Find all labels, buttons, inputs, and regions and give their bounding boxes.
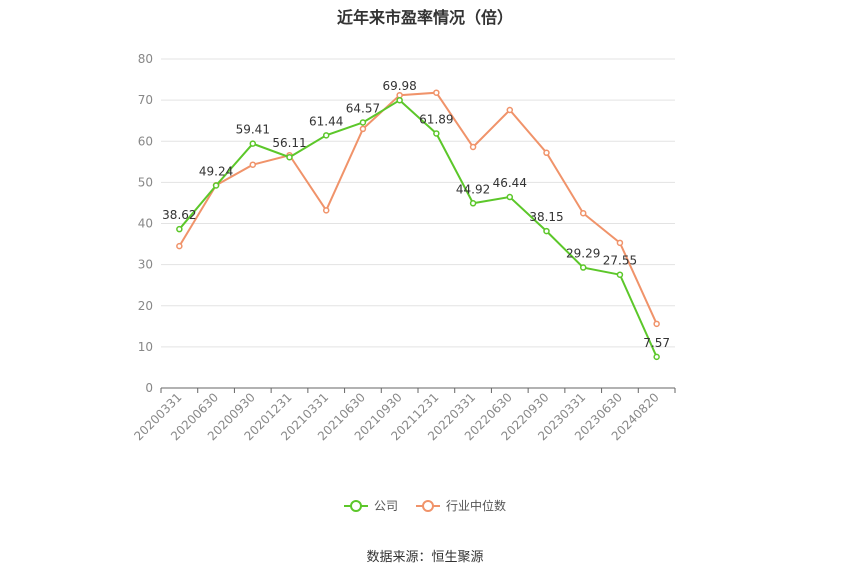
data-source: 数据来源：恒生聚源 bbox=[366, 550, 484, 565]
y-tick-label: 20 bbox=[138, 299, 153, 313]
data-label-company: 27.55 bbox=[603, 254, 637, 268]
y-tick-label: 40 bbox=[138, 217, 153, 231]
data-point-company bbox=[249, 140, 257, 147]
data-point-company bbox=[506, 193, 514, 201]
data-point-industry bbox=[653, 320, 660, 328]
data-label-company: 44.92 bbox=[456, 182, 490, 196]
legend: 公司 行业中位数 bbox=[0, 497, 850, 514]
data-label-company: 64.57 bbox=[346, 101, 380, 115]
series-line-company bbox=[178, 98, 658, 358]
data-label-company: 38.15 bbox=[529, 210, 563, 224]
data-point-industry bbox=[433, 89, 440, 96]
data-point-industry bbox=[616, 239, 624, 247]
series-line-industry bbox=[178, 91, 658, 325]
y-tick-label: 10 bbox=[138, 340, 153, 354]
data-point-industry bbox=[176, 242, 183, 250]
y-tick-label: 70 bbox=[138, 93, 153, 107]
data-point-company bbox=[396, 96, 403, 104]
data-point-company bbox=[469, 200, 477, 207]
data-label-company: 69.98 bbox=[382, 79, 416, 93]
data-label-company: 46.44 bbox=[493, 176, 527, 190]
data-point-industry bbox=[249, 161, 257, 168]
data-label-company: 49.24 bbox=[199, 165, 233, 179]
data-point-industry bbox=[469, 143, 477, 151]
data-point-company bbox=[322, 132, 330, 139]
legend-industry-swatch bbox=[416, 499, 440, 512]
data-point-company bbox=[359, 119, 367, 126]
y-tick-label: 0 bbox=[145, 381, 153, 395]
data-point-industry bbox=[579, 209, 587, 217]
legend-company-label: 公司 bbox=[373, 499, 398, 513]
legend-item-industry[interactable]: 行业中位数 bbox=[416, 497, 506, 514]
legend-industry-label: 行业中位数 bbox=[446, 499, 507, 513]
data-label-company: 56.11 bbox=[272, 136, 306, 150]
y-tick-label: 80 bbox=[138, 52, 153, 66]
data-label-company: 38.62 bbox=[162, 208, 196, 222]
data-point-company bbox=[176, 225, 183, 233]
data-point-industry bbox=[543, 149, 550, 157]
data-label-company: 61.44 bbox=[309, 114, 343, 128]
data-label-company: 59.41 bbox=[236, 123, 270, 137]
y-tick-label: 50 bbox=[138, 175, 153, 189]
data-point-industry bbox=[396, 91, 403, 99]
chart-title: 近年来市盈率情况（倍） bbox=[336, 8, 513, 27]
data-label-company: 29.29 bbox=[566, 247, 600, 261]
data-point-industry bbox=[506, 106, 514, 114]
data-point-company bbox=[433, 130, 440, 137]
y-tick-label: 60 bbox=[138, 134, 153, 148]
data-point-company bbox=[286, 153, 293, 161]
data-point-company bbox=[543, 227, 550, 235]
legend-company-swatch bbox=[343, 499, 368, 512]
data-point-company bbox=[579, 264, 587, 271]
data-point-company bbox=[212, 182, 220, 189]
data-label-company: 61.89 bbox=[419, 112, 453, 126]
data-point-company bbox=[616, 271, 624, 278]
legend-item-company[interactable]: 公司 bbox=[343, 497, 398, 514]
y-tick-label: 30 bbox=[138, 258, 153, 272]
data-point-company bbox=[653, 353, 660, 361]
data-point-industry bbox=[359, 125, 367, 133]
data-label-company: 7.57 bbox=[643, 336, 670, 350]
data-point-industry bbox=[322, 207, 330, 214]
